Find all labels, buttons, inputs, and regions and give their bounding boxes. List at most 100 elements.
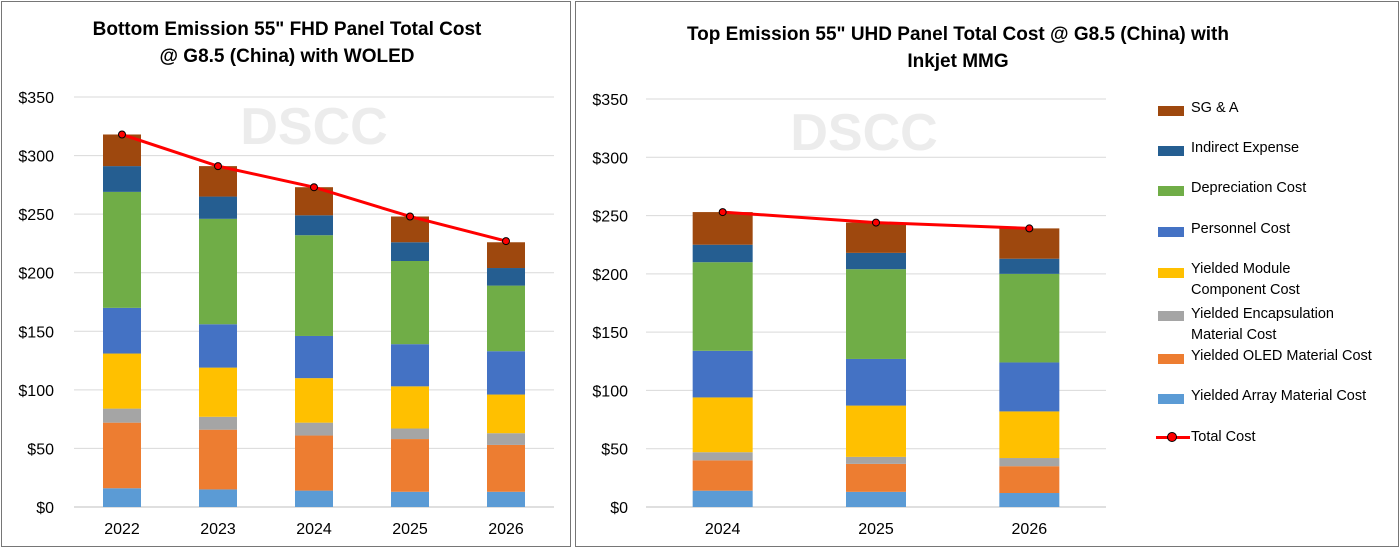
- left-bar-yielded-array-material-cost-2023: [199, 489, 237, 507]
- right-bar-yielded-oled-material-cost-2025: [846, 463, 906, 492]
- right-y-tick-label-1: $50: [601, 442, 628, 459]
- legend-label-depreciation-cost: Depreciation Cost: [1191, 180, 1307, 196]
- right-bar-sg-a-2025: [846, 222, 906, 253]
- left-x-tick-label-2024: 2024: [296, 521, 332, 538]
- right-bar-indirect-expense-2026: [999, 258, 1060, 274]
- left-y-tick-label-7: $350: [18, 90, 54, 107]
- left-chart-title-line-1: Bottom Emission 55" FHD Panel Total Cost: [92, 19, 482, 40]
- left-bar-indirect-expense-2023: [199, 196, 237, 219]
- right-bar-yielded-module-component-cost-2024: [692, 397, 753, 453]
- right-total-cost-point-2026: [1025, 224, 1034, 233]
- left-bar-yielded-oled-material-cost-2025: [391, 439, 429, 492]
- right-y-tick-label-0: $0: [610, 500, 628, 517]
- right-bar-yielded-oled-material-cost-2024: [692, 460, 753, 491]
- left-bar-depreciation-cost-2026: [487, 285, 525, 352]
- legend-swatch-personnel-cost: [1158, 227, 1184, 237]
- left-bar-yielded-oled-material-cost-2023: [199, 429, 237, 490]
- legend-label-total-cost: Total Cost: [1191, 429, 1256, 445]
- right-bar-yielded-array-material-cost-2026: [999, 493, 1060, 507]
- right-bar-personnel-cost-2024: [692, 350, 753, 398]
- left-total-cost-point-2022: [118, 130, 126, 139]
- left-total-cost-point-2026: [502, 237, 510, 246]
- right-chart-title-line-2: Inkjet MMG: [907, 51, 1009, 72]
- right-bar-yielded-module-component-cost-2026: [999, 411, 1060, 459]
- right-bar-indirect-expense-2025: [846, 252, 906, 270]
- left-total-cost-point-2023: [214, 162, 222, 171]
- right-bar-yielded-array-material-cost-2024: [692, 490, 753, 507]
- legend-label-indirect-expense: Indirect Expense: [1191, 140, 1300, 156]
- left-bar-personnel-cost-2026: [487, 351, 525, 395]
- legend-label-sg-a: SG & A: [1191, 100, 1239, 116]
- right-chart-plot: DSCC $0 $50 $100 $150 $200 $250 $300 $350 2024 202…: [592, 92, 1106, 538]
- left-bar-personnel-cost-2022: [103, 307, 141, 354]
- right-y-tick-label-6: $300: [592, 150, 628, 167]
- right-bar-sg-a-2024: [692, 212, 753, 245]
- right-bar-depreciation-cost-2025: [846, 269, 906, 359]
- right-total-cost-point-2025: [872, 218, 880, 227]
- left-bar-yielded-encapsulation-material-cost-2024: [295, 422, 333, 436]
- right-y-tick-label-4: $200: [592, 267, 628, 284]
- legend-label-personnel-cost: Personnel Cost: [1191, 221, 1291, 237]
- left-bar-yielded-oled-material-cost-2026: [487, 444, 525, 492]
- left-bar-indirect-expense-2024: [295, 215, 333, 236]
- left-bar-yielded-module-component-cost-2023: [199, 367, 237, 417]
- left-bar-yielded-oled-material-cost-2024: [295, 435, 333, 491]
- left-x-tick-label-2023: 2023: [200, 521, 236, 538]
- right-chart-title: Top Emission 55" UHD Panel Total Cost @ …: [576, 21, 1400, 75]
- right-bar-personnel-cost-2026: [999, 362, 1060, 412]
- legend-label-yielded-encapsulation-material-cost: Yielded Encapsulation Material Cost: [1191, 306, 1334, 343]
- right-bar-depreciation-cost-2024: [692, 262, 753, 351]
- left-bar-indirect-expense-2026: [487, 268, 525, 286]
- left-bar-depreciation-cost-2022: [103, 191, 141, 308]
- legend-marker-total-cost: [1167, 432, 1177, 442]
- left-bar-yielded-encapsulation-material-cost-2023: [199, 416, 237, 430]
- legend-swatch-sg-a: [1158, 106, 1184, 116]
- legend-swatch-yielded-array-material-cost: [1158, 394, 1184, 404]
- left-bar-yielded-array-material-cost-2025: [391, 491, 429, 507]
- right-y-tick-label-2: $100: [592, 383, 628, 400]
- left-total-cost-point-2025: [406, 212, 414, 221]
- right-bar-depreciation-cost-2026: [999, 273, 1060, 363]
- right-total-cost-point-2024: [718, 208, 727, 217]
- right-bar-yielded-oled-material-cost-2026: [999, 466, 1060, 494]
- right-chart-panel: Top Emission 55" UHD Panel Total Cost @ …: [575, 1, 1399, 547]
- right-x-tick-label-2026: 2026: [1012, 521, 1048, 538]
- left-chart-title-line-2: @ G8.5 (China) with WOLED: [159, 46, 415, 67]
- left-bar-yielded-array-material-cost-2024: [295, 490, 333, 507]
- right-bar-yielded-encapsulation-material-cost-2024: [692, 452, 753, 461]
- left-bar-indirect-expense-2025: [391, 242, 429, 261]
- right-bar-personnel-cost-2025: [846, 358, 906, 406]
- left-bar-indirect-expense-2022: [103, 166, 141, 192]
- left-bar-sg-a-2023: [199, 166, 237, 197]
- right-y-tick-label-3: $150: [592, 325, 628, 342]
- left-bar-yielded-module-component-cost-2026: [487, 394, 525, 434]
- left-bar-yielded-array-material-cost-2022: [103, 488, 141, 507]
- legend-swatch-depreciation-cost: [1158, 186, 1184, 196]
- legend-swatch-indirect-expense: [1158, 146, 1184, 156]
- left-x-tick-label-2026: 2026: [488, 521, 524, 538]
- left-x-tick-label-2025: 2025: [392, 521, 428, 538]
- left-y-tick-label-4: $200: [18, 266, 54, 283]
- right-x-tick-label-2024: 2024: [705, 521, 741, 538]
- left-bar-personnel-cost-2024: [295, 335, 333, 379]
- right-y-tick-label-5: $250: [592, 209, 628, 226]
- left-bar-yielded-module-component-cost-2022: [103, 353, 141, 409]
- left-y-tick-label-6: $300: [18, 149, 54, 166]
- left-bar-depreciation-cost-2023: [199, 218, 237, 325]
- left-y-tick-label-3: $150: [18, 324, 54, 341]
- legend-swatch-yielded-module-component-cost: [1158, 268, 1184, 278]
- left-bar-yielded-module-component-cost-2024: [295, 378, 333, 423]
- left-bar-depreciation-cost-2024: [295, 235, 333, 336]
- left-chart-panel: Bottom Emission 55" FHD Panel Total Cost…: [1, 1, 571, 547]
- legend-swatch-yielded-encapsulation-material-cost: [1158, 311, 1184, 321]
- legend-label-yielded-module-component-cost: Yielded Module Component Cost: [1191, 261, 1300, 298]
- legend-label-yielded-array-material-cost: Yielded Array Material Cost: [1191, 388, 1367, 404]
- left-watermark: DSCC: [240, 98, 387, 156]
- left-bar-sg-a-2026: [487, 242, 525, 269]
- left-y-tick-label-0: $0: [36, 500, 54, 517]
- left-bar-yielded-encapsulation-material-cost-2025: [391, 428, 429, 440]
- left-bar-yielded-encapsulation-material-cost-2026: [487, 433, 525, 445]
- right-chart-title-line-1: Top Emission 55" UHD Panel Total Cost @ …: [686, 24, 1229, 45]
- right-bar-sg-a-2026: [999, 228, 1060, 259]
- left-bar-yielded-encapsulation-material-cost-2022: [103, 408, 141, 423]
